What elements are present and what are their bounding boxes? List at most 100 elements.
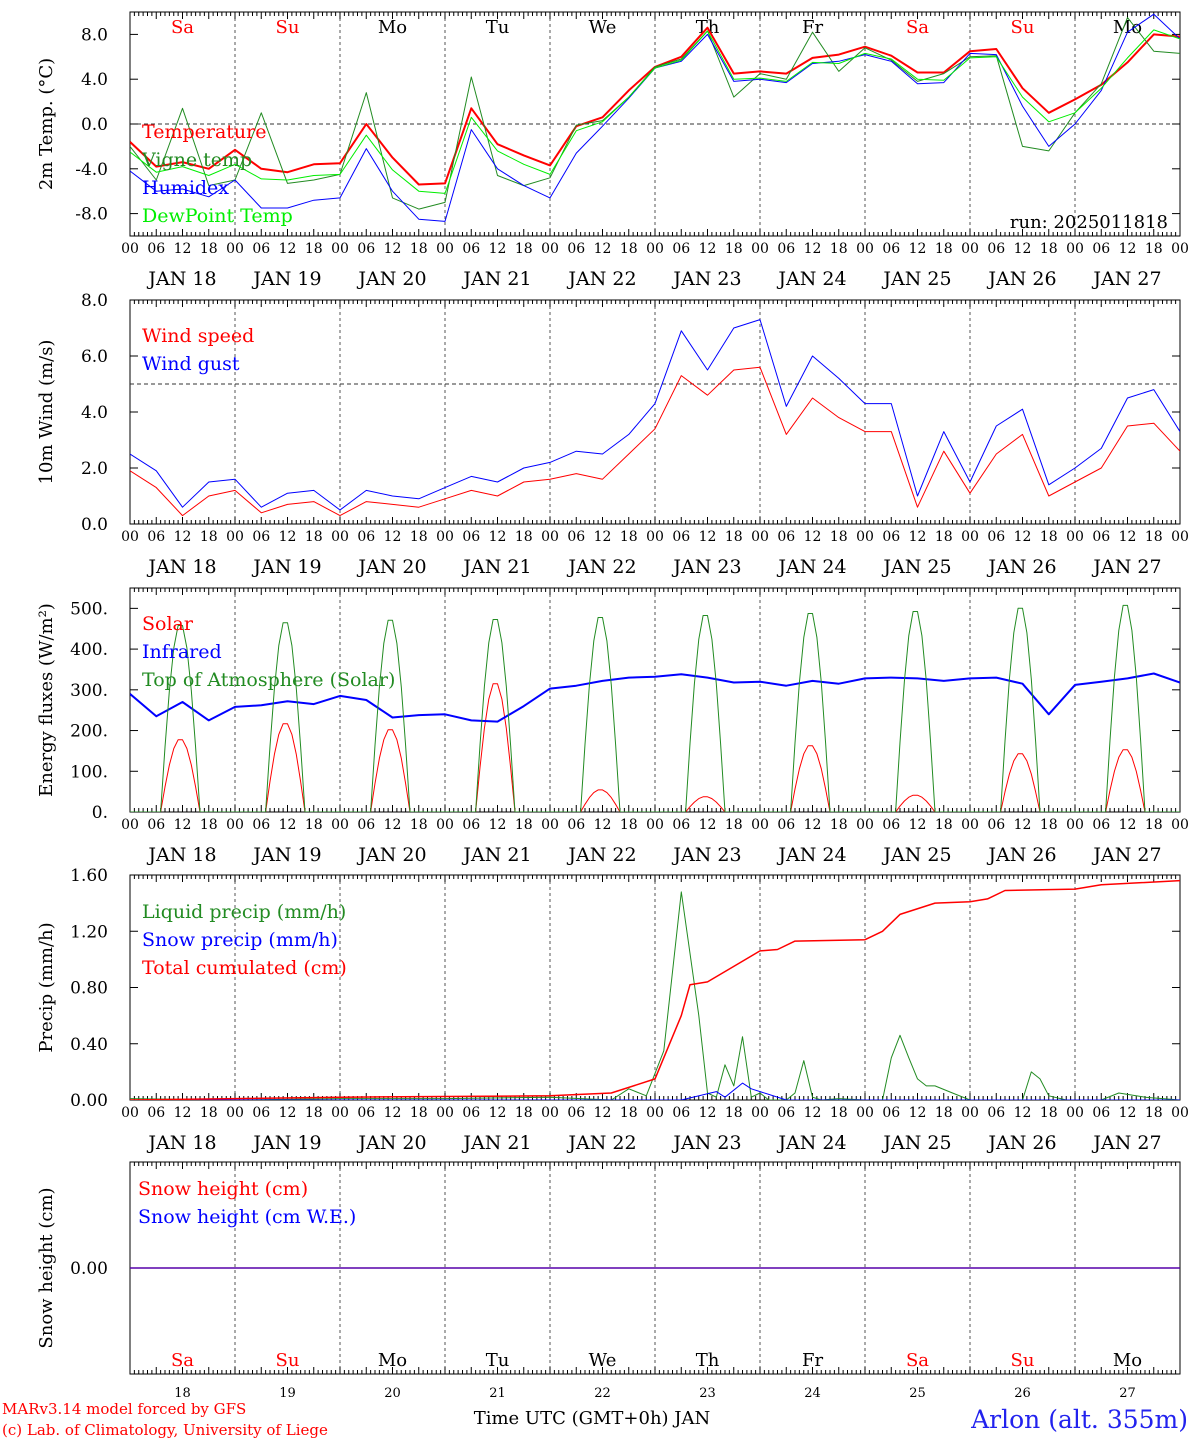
hour-tick-label: 18 — [410, 817, 428, 833]
hour-tick-label: 18 — [935, 241, 953, 257]
panel-3: 0. 100. 200. 300. 400. 500. Energy fluxes (W/m… — [36, 587, 1189, 866]
hour-tick-label: 06 — [567, 1105, 585, 1121]
hour-tick-label: 12 — [1119, 529, 1137, 545]
hour-tick-label: 06 — [672, 241, 690, 257]
hour-tick-label: 00 — [646, 241, 664, 257]
hour-tick-label: 18 — [305, 1105, 323, 1121]
legend-entry: Liquid precip (mm/h) — [142, 901, 346, 923]
hour-tick-label: 06 — [357, 817, 375, 833]
day-label: JAN 27 — [1091, 556, 1161, 578]
hour-tick-label: 12 — [909, 817, 927, 833]
day-label: JAN 18 — [146, 268, 216, 290]
hour-tick-label: 00 — [226, 817, 244, 833]
day-number-label: 27 — [1119, 1386, 1136, 1401]
panel-5: 0.00 Snow height (cm) Sa Su Mo Tu We Th Fr Sa Su Mo… — [36, 1161, 1181, 1401]
day-label: JAN 22 — [566, 844, 636, 866]
hour-tick-label: 00 — [436, 241, 454, 257]
y-axis-label: 10m Wind (m/s) — [36, 340, 57, 485]
panel-4: 0.00 0.40 0.80 1.20 1.60 Precip (mm/h) 00 06 12 1… — [36, 866, 1189, 1154]
hour-tick-label: 12 — [804, 241, 822, 257]
day-label: JAN 19 — [251, 844, 321, 866]
hour-tick-label: 18 — [725, 817, 743, 833]
hour-tick-label: 00 — [331, 241, 349, 257]
weekday-label: Mo — [378, 1350, 407, 1371]
y-tick-label: 1.60 — [70, 866, 108, 886]
day-label: JAN 21 — [461, 268, 531, 290]
day-label: JAN 19 — [251, 268, 321, 290]
series-line-top-of-atmosphere-solar — [130, 604, 1180, 812]
hour-tick-label: 00 — [121, 241, 139, 257]
hour-tick-label: 00 — [1171, 1105, 1189, 1121]
hour-tick-label: 00 — [226, 241, 244, 257]
hour-tick-label: 06 — [777, 529, 795, 545]
hour-tick-label: 00 — [751, 241, 769, 257]
day-label: JAN 25 — [881, 844, 951, 866]
weekday-label: Su — [276, 1350, 300, 1371]
weekday-label: Sa — [171, 1350, 194, 1371]
hour-tick-label: 12 — [1014, 817, 1032, 833]
y-tick-label: 2.0 — [81, 459, 108, 479]
hour-tick-label: 00 — [1066, 1105, 1084, 1121]
x-axis-title: Time UTC (GMT+0h) JAN — [474, 1408, 711, 1429]
day-number-label: 22 — [594, 1386, 611, 1401]
day-label: JAN 26 — [986, 268, 1056, 290]
day-label: JAN 23 — [671, 268, 741, 290]
series-line-infrared — [130, 672, 1180, 723]
y-tick-label: 500. — [70, 599, 108, 619]
y-tick-label: 8.0 — [81, 291, 108, 311]
hour-tick-label: 00 — [436, 529, 454, 545]
hour-tick-label: 12 — [174, 1105, 192, 1121]
hour-tick-label: 12 — [174, 817, 192, 833]
legend-entry: Total cumulated (cm) — [142, 957, 347, 979]
hour-tick-label: 12 — [699, 817, 717, 833]
hour-tick-label: 18 — [305, 241, 323, 257]
hour-tick-label: 00 — [856, 529, 874, 545]
hour-tick-label: 12 — [1119, 817, 1137, 833]
hour-tick-label: 06 — [672, 817, 690, 833]
footer-credit-model: MARv3.14 model forced by GFS — [2, 1400, 246, 1418]
y-axis-label: 2m Temp. (°C) — [36, 58, 57, 190]
y-tick-label: 0.40 — [70, 1035, 108, 1055]
hour-tick-label: 00 — [226, 1105, 244, 1121]
day-label: JAN 20 — [356, 1132, 426, 1154]
hour-tick-label: 00 — [1171, 241, 1189, 257]
y-axis-label: Energy fluxes (W/m²) — [36, 603, 57, 797]
hour-tick-label: 12 — [594, 529, 612, 545]
hour-tick-label: 06 — [567, 817, 585, 833]
panels-layer: -8.0 -4.0 0.0 4.0 8.0 2m Temp. (°C) 00 06 12 18 00… — [36, 11, 1189, 1401]
hour-tick-label: 12 — [279, 529, 297, 545]
hour-tick-label: 06 — [987, 1105, 1005, 1121]
hour-tick-label: 12 — [489, 241, 507, 257]
hour-tick-label: 06 — [882, 241, 900, 257]
day-label: JAN 21 — [461, 556, 531, 578]
hour-tick-label: 00 — [121, 1105, 139, 1121]
day-label: JAN 20 — [356, 556, 426, 578]
hour-tick-label: 18 — [620, 1105, 638, 1121]
y-tick-label: 300. — [70, 681, 108, 701]
day-label: JAN 18 — [146, 1132, 216, 1154]
day-label: JAN 21 — [461, 1132, 531, 1154]
weekday-label: Su — [1011, 17, 1035, 38]
footer-credit-lab: (c) Lab. of Climatology, University of L… — [2, 1421, 328, 1439]
hour-tick-label: 06 — [147, 817, 165, 833]
day-label: JAN 24 — [776, 556, 846, 578]
hour-tick-label: 18 — [1145, 529, 1163, 545]
hour-tick-label: 06 — [777, 1105, 795, 1121]
hour-tick-label: 18 — [620, 817, 638, 833]
day-label: JAN 25 — [881, 1132, 951, 1154]
hour-tick-label: 00 — [121, 529, 139, 545]
y-axis-label: Snow height (cm) — [36, 1187, 57, 1348]
weekday-label: Tu — [486, 1350, 510, 1371]
weekday-label: Sa — [906, 17, 929, 38]
panel-frame — [129, 587, 1181, 813]
hour-tick-label: 00 — [1171, 529, 1189, 545]
panel-2: 0.0 2.0 4.0 6.0 8.0 10m Wind (m/s) 00 06 12 18 00 0… — [36, 291, 1189, 578]
hour-tick-label: 12 — [594, 1105, 612, 1121]
hour-tick-label: 12 — [1014, 1105, 1032, 1121]
hour-tick-label: 18 — [725, 529, 743, 545]
hour-tick-label: 06 — [357, 241, 375, 257]
hour-tick-label: 12 — [174, 529, 192, 545]
y-axis-label: Precip (mm/h) — [36, 922, 57, 1052]
hour-tick-label: 18 — [410, 529, 428, 545]
day-number-label: 20 — [384, 1386, 401, 1401]
